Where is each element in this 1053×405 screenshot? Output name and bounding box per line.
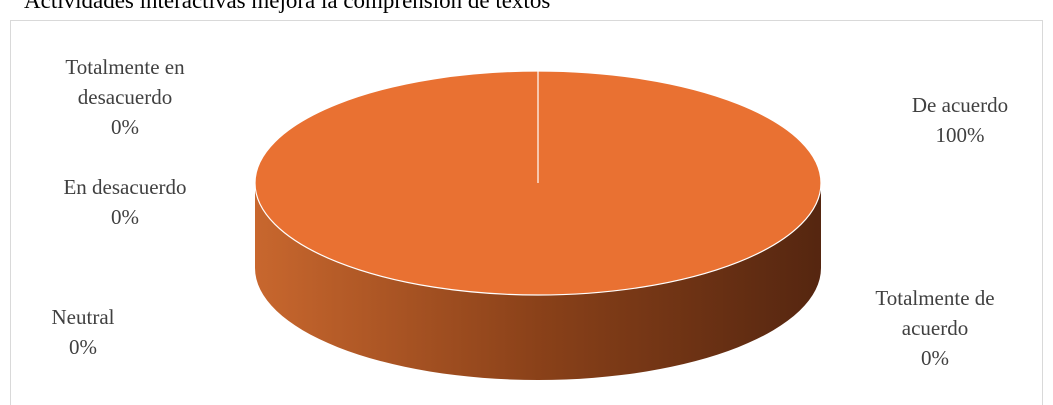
value-label: 0%	[921, 346, 949, 370]
data-label: Totalmente en desacuerdo 0%	[30, 52, 220, 142]
chart-frame	[10, 20, 1043, 405]
category-name: En desacuerdo	[63, 175, 187, 199]
value-label: 0%	[111, 115, 139, 139]
data-label: En desacuerdo 0%	[0, 172, 275, 232]
value-label: 0%	[111, 205, 139, 229]
category-name: De acuerdo	[911, 93, 1009, 117]
category-name: Totalmente en desacuerdo	[65, 55, 185, 109]
data-label: De acuerdo 100%	[810, 90, 1053, 150]
category-name: Neutral	[51, 305, 115, 329]
pie-side	[255, 183, 821, 380]
category-name: Totalmente de acuerdo	[875, 286, 995, 340]
data-label: Neutral 0%	[0, 302, 233, 362]
value-label: 0%	[69, 335, 97, 359]
value-label: 100%	[935, 123, 985, 147]
chart-title: Actividades interactivas mejora la compr…	[24, 0, 551, 13]
data-label: Totalmente de acuerdo 0%	[840, 283, 1030, 373]
